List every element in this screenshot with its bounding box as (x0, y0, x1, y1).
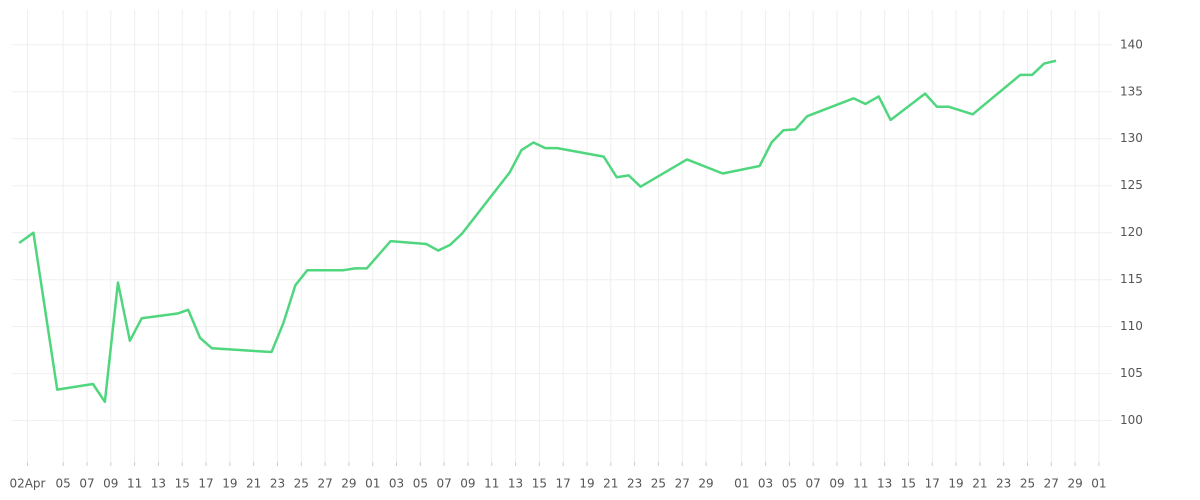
x-tick-label: 21 (972, 477, 987, 491)
x-tick-label: 21 (603, 477, 618, 491)
x-tick-label: 01 (365, 477, 380, 491)
x-tick-label: 19 (948, 477, 963, 491)
x-tick-label: 25 (1020, 477, 1035, 491)
x-tick-label: 01 (1091, 477, 1106, 491)
x-tick-label: 11 (853, 477, 868, 491)
x-tick-label: 23 (270, 477, 285, 491)
x-tick-label: 07 (437, 477, 452, 491)
x-tick-label: 03 (389, 477, 404, 491)
x-tick-label: 27 (675, 477, 690, 491)
y-tick-label: 130 (1120, 131, 1143, 145)
x-tick-label: 01 (734, 477, 749, 491)
y-tick-label: 125 (1120, 178, 1143, 192)
y-tick-label: 115 (1120, 272, 1143, 286)
x-tick-label: 03 (758, 477, 773, 491)
x-tick-label: 25 (651, 477, 666, 491)
x-tick-label: 15 (175, 477, 190, 491)
x-tick-label: 19 (222, 477, 237, 491)
x-tick-label: 17 (198, 477, 213, 491)
x-tick-label: 17 (925, 477, 940, 491)
x-tick-label: 07 (806, 477, 821, 491)
x-tick-label: 13 (508, 477, 523, 491)
x-tick-label: 23 (996, 477, 1011, 491)
x-tick-label: 05 (56, 477, 71, 491)
x-tick-label: 05 (782, 477, 797, 491)
x-tick-label: 27 (1044, 477, 1059, 491)
x-tick-label: 15 (901, 477, 916, 491)
x-tick-label: 11 (127, 477, 142, 491)
price-line (18, 59, 1057, 404)
x-tick-label: 29 (698, 477, 713, 491)
x-tick-label: 02Apr (9, 477, 45, 491)
y-tick-label: 120 (1120, 225, 1143, 239)
x-tick-label: 09 (103, 477, 118, 491)
x-tick-label: 13 (877, 477, 892, 491)
x-tick-label: 25 (294, 477, 309, 491)
x-tick-label: 29 (341, 477, 356, 491)
y-tick-label: 110 (1120, 319, 1143, 333)
y-tick-label: 135 (1120, 84, 1143, 98)
x-tick-label: 23 (627, 477, 642, 491)
x-tick-label: 09 (460, 477, 475, 491)
x-tick-label: 07 (79, 477, 94, 491)
x-tick-label: 17 (556, 477, 571, 491)
y-tick-label: 100 (1120, 413, 1143, 427)
x-tick-label: 13 (151, 477, 166, 491)
y-tick-label: 105 (1120, 366, 1143, 380)
x-tick-label: 11 (484, 477, 499, 491)
x-tick-label: 29 (1067, 477, 1082, 491)
y-tick-label: 140 (1120, 37, 1143, 51)
x-tick-label: 15 (532, 477, 547, 491)
x-tick-label: 09 (829, 477, 844, 491)
x-tick-label: 19 (579, 477, 594, 491)
x-tick-label: 21 (246, 477, 261, 491)
x-tick-label: 27 (317, 477, 332, 491)
x-tick-label: 05 (413, 477, 428, 491)
